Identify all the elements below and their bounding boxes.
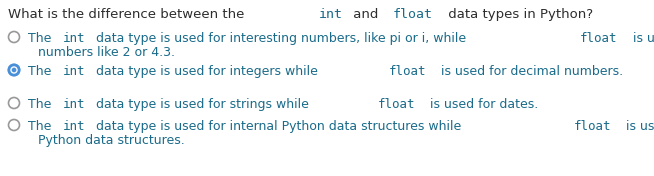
Text: int: int — [63, 65, 86, 78]
Text: data types in Python?: data types in Python? — [445, 8, 594, 21]
Text: is used for imported: is used for imported — [623, 120, 654, 133]
Text: int: int — [318, 8, 343, 21]
Text: is used for standard: is used for standard — [628, 32, 654, 45]
Text: numbers like 2 or 4.3.: numbers like 2 or 4.3. — [38, 46, 175, 59]
Text: data type is used for internal Python data structures while: data type is used for internal Python da… — [92, 120, 466, 133]
Text: The: The — [28, 65, 56, 78]
Text: float: float — [377, 98, 415, 111]
Text: and: and — [349, 8, 383, 21]
Text: data type is used for integers while: data type is used for integers while — [92, 65, 322, 78]
Text: Python data structures.: Python data structures. — [38, 134, 184, 147]
Text: int: int — [63, 32, 86, 45]
Circle shape — [12, 68, 16, 72]
Text: The: The — [28, 120, 56, 133]
Text: data type is used for strings while: data type is used for strings while — [92, 98, 313, 111]
Text: float: float — [574, 120, 611, 133]
Circle shape — [9, 64, 20, 76]
Text: The: The — [28, 98, 56, 111]
Text: int: int — [63, 120, 86, 133]
Text: The: The — [28, 32, 56, 45]
Text: What is the difference between the: What is the difference between the — [8, 8, 249, 21]
Text: is used for dates.: is used for dates. — [426, 98, 538, 111]
Circle shape — [11, 67, 17, 73]
Text: int: int — [63, 98, 86, 111]
Text: float: float — [389, 65, 426, 78]
Text: is used for decimal numbers.: is used for decimal numbers. — [438, 65, 623, 78]
Text: float: float — [580, 32, 618, 45]
Text: data type is used for interesting numbers, like pi or i, while: data type is used for interesting number… — [92, 32, 470, 45]
Text: float: float — [393, 8, 433, 21]
